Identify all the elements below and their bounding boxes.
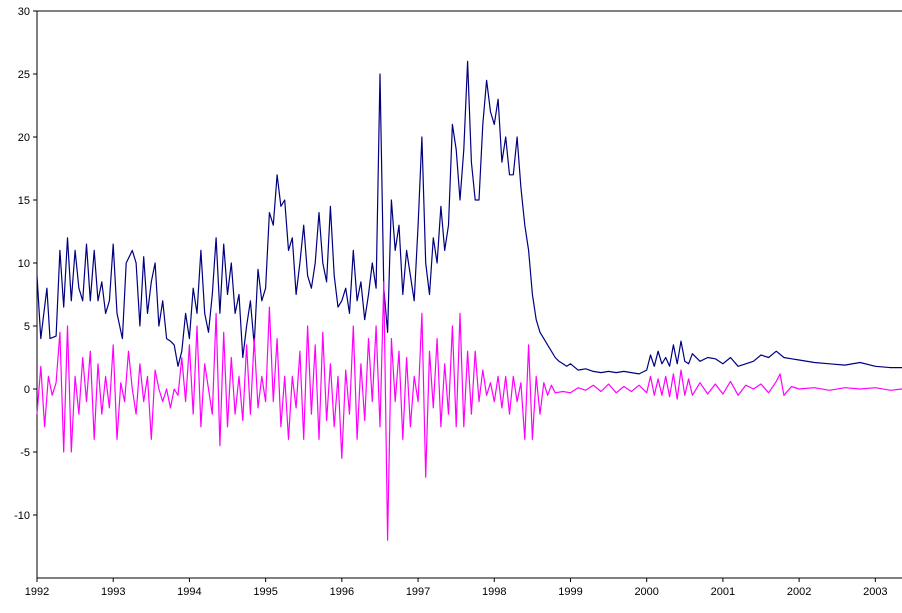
x-tick-label: 2000 <box>634 586 658 598</box>
x-tick-label: 1998 <box>482 586 506 598</box>
x-tick-label: 1996 <box>330 586 354 598</box>
x-axis-ticks: 1992 1993 1994 1995 1996 1997 1998 1999 2000 2001… <box>25 578 888 598</box>
x-tick-label: 1992 <box>25 586 49 598</box>
y-tick-label: 15 <box>18 195 30 207</box>
y-tick-label: -10 <box>14 510 30 522</box>
y-tick-label: 10 <box>18 258 30 270</box>
chart-series <box>36 60 902 541</box>
x-tick-label: 1993 <box>101 586 125 598</box>
y-tick-label: 30 <box>18 6 30 18</box>
x-tick-label: 1999 <box>558 586 582 598</box>
x-tick-label: 1997 <box>406 586 430 598</box>
y-tick-label: 5 <box>24 321 30 333</box>
chart-axes <box>36 10 902 579</box>
y-tick-label: -5 <box>20 447 30 459</box>
y-tick-label: 20 <box>18 132 30 144</box>
y-tick-label: 25 <box>18 69 30 81</box>
x-tick-label: 2003 <box>863 586 887 598</box>
y-axis-ticks: -10 -5 0 5 10 15 20 25 30 <box>14 6 37 522</box>
x-tick-label: 2002 <box>787 586 811 598</box>
series-line-1 <box>36 60 902 375</box>
x-tick-label: 2001 <box>711 586 735 598</box>
x-tick-label: 1994 <box>177 586 201 598</box>
x-tick-label: 1995 <box>253 586 277 598</box>
y-tick-label: 0 <box>24 384 30 396</box>
series-line-2 <box>36 281 902 541</box>
